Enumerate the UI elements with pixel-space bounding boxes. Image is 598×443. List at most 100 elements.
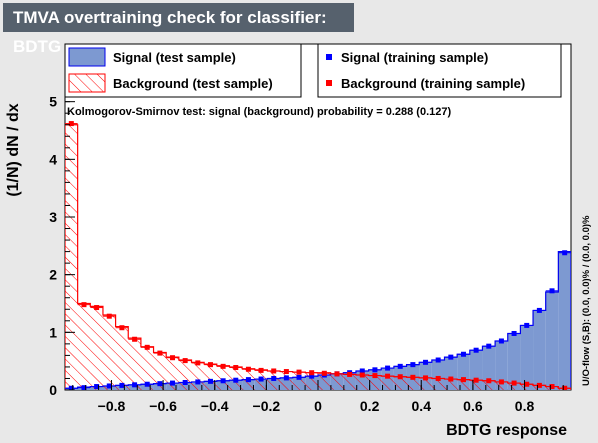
background-test-bar — [128, 338, 141, 390]
background-train-point — [296, 369, 302, 375]
signal-test-bar — [533, 310, 546, 390]
x-tick-label: 0.8 — [515, 398, 535, 414]
legend-swatch-background-test — [68, 73, 106, 93]
signal-train-point — [271, 375, 277, 381]
background-test-bar — [482, 380, 496, 390]
background-test-bar — [393, 376, 407, 390]
signal-train-point — [309, 373, 315, 379]
background-test-bar — [495, 381, 508, 390]
x-tick-label: −0.6 — [149, 398, 177, 414]
signal-train-point — [220, 378, 226, 384]
background-test-bar — [204, 364, 217, 390]
signal-train-point — [359, 368, 365, 374]
background-test-bar — [419, 377, 432, 390]
background-test-bar — [65, 124, 78, 390]
background-train-point — [397, 374, 403, 380]
background-train-point — [157, 350, 163, 356]
background-train-point — [220, 363, 226, 369]
background-test-bar — [305, 372, 318, 390]
y-axis-label: (1/N) dN / dx — [5, 103, 22, 196]
background-train-point — [119, 325, 125, 331]
background-train-point — [511, 380, 517, 386]
signal-test-bar — [482, 346, 496, 390]
background-train-point — [81, 302, 87, 308]
signal-train-point — [473, 347, 479, 353]
x-tick-label: −0.4 — [201, 398, 229, 414]
background-train-point — [372, 373, 378, 379]
background-train-point — [132, 336, 138, 342]
background-train-point — [498, 379, 504, 385]
x-tick-label: 0.6 — [463, 398, 483, 414]
background-test-bar — [140, 346, 154, 390]
background-train-point — [321, 370, 327, 376]
background-train-point — [524, 381, 530, 387]
chart-title: TMVA overtraining check for classifier: … — [3, 3, 354, 56]
signal-train-point — [460, 351, 466, 357]
background-test-bar — [102, 315, 116, 390]
signal-train-point — [296, 374, 302, 380]
legend-swatch-signal-test — [68, 47, 106, 67]
overflow-text: U/O-flow (S,B): (0.0, 0.0)% / (0.0, 0.0)… — [581, 215, 592, 386]
signal-train-point — [410, 362, 416, 368]
signal-train-point — [144, 381, 150, 387]
background-train-point — [385, 373, 391, 379]
background-train-point — [106, 313, 112, 319]
signal-train-point — [170, 380, 176, 386]
background-train-point — [233, 365, 239, 371]
background-test-bar — [318, 372, 331, 390]
signal-train-point — [68, 385, 74, 390]
background-test-bar — [90, 306, 103, 390]
signal-train-point — [435, 357, 441, 363]
background-train-point — [170, 355, 176, 361]
signal-train-point — [106, 383, 112, 389]
signal-train-point — [132, 382, 138, 388]
signal-train-point — [498, 338, 504, 344]
plot-frame — [64, 43, 572, 391]
background-test-bar — [343, 374, 356, 390]
ks-test-text: Kolmogorov-Smirnov test: signal (backgro… — [67, 106, 451, 118]
background-train-point — [258, 367, 264, 373]
background-test-bar — [381, 376, 394, 390]
background-test-bar — [355, 375, 369, 390]
legend: Signal (test sample) Background (test sa… — [64, 43, 562, 98]
signal-train-point — [195, 379, 201, 385]
y-tick-label: 0 — [49, 382, 57, 398]
background-test-bar — [406, 377, 420, 390]
legend-label-background-test: Background (test sample) — [113, 76, 273, 91]
legend-label-signal-train: Signal (training sample) — [341, 50, 488, 65]
background-train-point — [245, 366, 251, 372]
background-test-bar — [330, 373, 344, 390]
y-tick-label: 2 — [49, 267, 57, 283]
background-train-point — [486, 378, 492, 384]
background-test-bar — [444, 379, 458, 390]
signal-train-point — [94, 384, 100, 390]
y-tick-label: 3 — [49, 209, 57, 225]
background-test-bar — [280, 371, 293, 390]
signal-train-point — [283, 375, 289, 381]
background-test-bar — [216, 365, 230, 390]
background-test-bar — [178, 360, 192, 390]
y-tick-label: 5 — [49, 94, 57, 110]
signal-train-point — [182, 380, 188, 386]
signal-test-bar — [495, 340, 508, 390]
x-axis-label: BDTG response — [446, 422, 567, 439]
signal-train-point — [372, 367, 378, 373]
background-train-point — [68, 121, 74, 127]
background-train-point — [435, 375, 441, 381]
background-test-bar — [520, 384, 534, 390]
background-train-point — [359, 372, 365, 378]
background-test-bar — [292, 372, 306, 390]
background-train-point — [423, 375, 429, 381]
signal-train-point — [119, 382, 125, 388]
background-train-point — [334, 371, 340, 377]
background-train-point — [460, 377, 466, 383]
signal-test-bar — [545, 291, 559, 390]
background-train-point — [347, 371, 353, 377]
signal-train-point — [258, 376, 264, 382]
background-train-point — [271, 368, 277, 374]
background-train-point — [448, 376, 454, 382]
background-test-bar — [431, 378, 445, 390]
x-tick-label: −0.2 — [253, 398, 281, 414]
legend-marker-signal-train — [326, 54, 332, 60]
y-tick-label: 4 — [49, 151, 57, 167]
